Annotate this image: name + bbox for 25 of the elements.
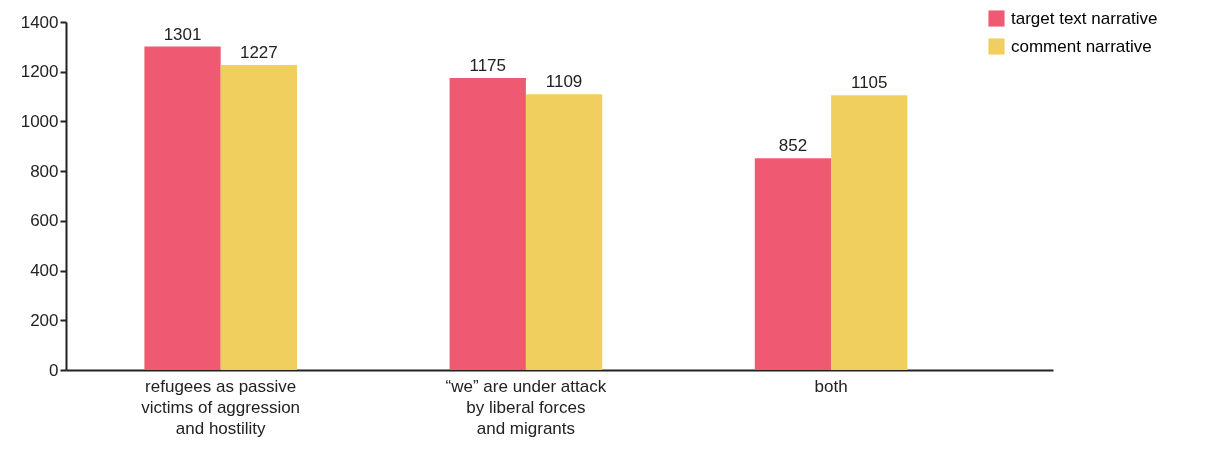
bar xyxy=(525,94,603,370)
y-tick-label: 600 xyxy=(30,211,59,231)
y-tick-label: 400 xyxy=(30,261,59,281)
x-tick-label: “we” are under attack by liberal forces and migrants xyxy=(445,376,607,438)
data-label: 1301 xyxy=(163,24,202,44)
y-tick-label: 800 xyxy=(30,161,59,181)
legend-label: comment narrative xyxy=(1011,36,1152,56)
y-tick-label: 0 xyxy=(49,360,59,380)
legend-label: target text narrative xyxy=(1011,8,1158,28)
bar xyxy=(220,65,297,370)
bar xyxy=(754,158,832,370)
data-label: 1109 xyxy=(545,72,583,92)
data-label: 852 xyxy=(778,136,808,156)
data-label: 1227 xyxy=(239,43,278,62)
y-tick-label: 1000 xyxy=(20,111,59,131)
bar xyxy=(831,95,908,370)
x-tick-label: refugees as passive victims of aggression and hostility xyxy=(141,376,301,438)
data-label: 1175 xyxy=(469,55,507,75)
y-tick-label: 1200 xyxy=(20,62,59,82)
bar xyxy=(449,77,526,370)
y-tick-label: 1400 xyxy=(20,12,59,32)
x-tick-label: both xyxy=(814,376,848,396)
bar xyxy=(144,46,221,370)
data-label: 1105 xyxy=(850,73,888,93)
y-tick-label: 200 xyxy=(30,310,59,330)
